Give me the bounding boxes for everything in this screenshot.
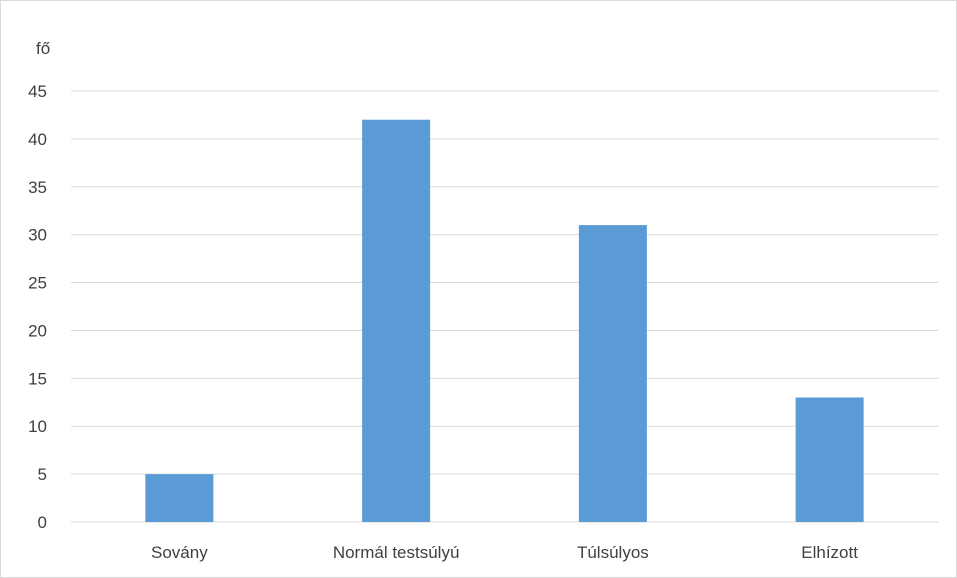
gridlines bbox=[71, 90, 938, 523]
y-tick-label: 40 bbox=[28, 130, 47, 149]
bar bbox=[578, 225, 647, 523]
y-tick-label: 20 bbox=[28, 321, 47, 340]
y-tick-label: 25 bbox=[28, 274, 47, 293]
y-tick-label: 30 bbox=[28, 226, 47, 245]
y-tick-label: 0 bbox=[38, 513, 47, 532]
x-category-label: Normál testsúlyú bbox=[333, 543, 460, 562]
x-axis-categories: Sovány Normál testsúlyú Túlsúlyos Elhízott bbox=[151, 543, 858, 562]
y-axis-unit-label: fő bbox=[36, 39, 50, 58]
x-category-label: Elhízott bbox=[801, 543, 858, 562]
x-category-label: Sovány bbox=[151, 543, 208, 562]
bar bbox=[362, 119, 431, 522]
y-axis-ticks: 0 5 10 15 20 25 30 35 40 45 bbox=[28, 82, 47, 532]
y-tick-label: 15 bbox=[28, 369, 47, 388]
bar bbox=[795, 397, 864, 522]
y-tick-label: 35 bbox=[28, 178, 47, 197]
y-tick-label: 45 bbox=[28, 82, 47, 101]
bar bbox=[145, 474, 214, 522]
y-tick-label: 5 bbox=[38, 465, 47, 484]
bars bbox=[145, 119, 864, 523]
x-category-label: Túlsúlyos bbox=[577, 543, 649, 562]
y-tick-label: 10 bbox=[28, 417, 47, 436]
